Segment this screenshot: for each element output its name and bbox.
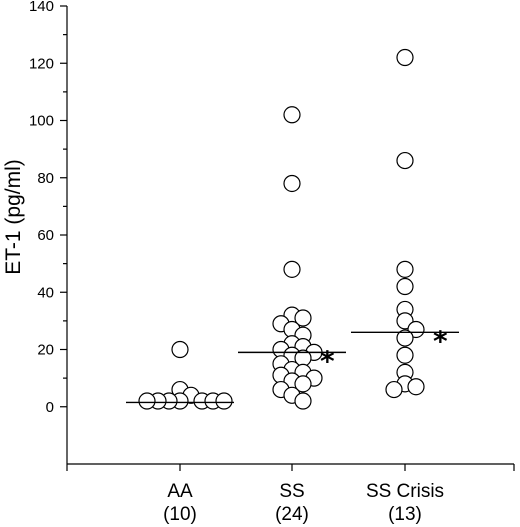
category-count-label: (24) <box>275 504 309 525</box>
y-tick-label: 0 <box>46 399 54 416</box>
category-label: AA <box>167 481 193 502</box>
data-point <box>283 260 301 278</box>
data-point <box>396 48 414 67</box>
significance-marker: * <box>433 324 448 357</box>
y-axis-label: ET-1 (pg/ml) <box>2 159 25 275</box>
y-tick-label: 120 <box>29 55 54 72</box>
data-point <box>294 375 312 393</box>
y-tick-label: 100 <box>29 113 54 130</box>
data-point <box>385 380 403 399</box>
category-count-label: (13) <box>388 504 422 525</box>
y-tick-label: 80 <box>37 170 54 187</box>
category-labels: AA(10) SS(24) SS Crisis(13) <box>163 481 444 525</box>
data-point <box>396 346 414 364</box>
y-tick-label: 60 <box>37 227 54 244</box>
data-point <box>407 378 425 396</box>
data-point <box>283 106 301 124</box>
y-tick-label: 140 <box>29 0 54 15</box>
data-point <box>171 340 189 359</box>
data-point <box>396 260 414 278</box>
data-marks: ** <box>126 48 459 410</box>
data-point <box>396 329 414 347</box>
data-point <box>283 174 301 193</box>
y-tick-label: 40 <box>37 284 54 301</box>
category-label: SS <box>279 481 304 502</box>
data-point <box>396 151 414 170</box>
data-point <box>294 392 312 410</box>
category-count-label: (10) <box>163 504 197 525</box>
data-point <box>215 392 233 410</box>
data-point <box>396 277 414 296</box>
significance-marker: * <box>320 344 335 377</box>
y-tick-label: 20 <box>37 342 54 359</box>
y-ticks: 0 20 40 60 80 100 120 140 <box>29 0 515 471</box>
data-point <box>294 309 312 327</box>
data-point <box>138 392 156 410</box>
category-label: SS Crisis <box>366 481 444 502</box>
